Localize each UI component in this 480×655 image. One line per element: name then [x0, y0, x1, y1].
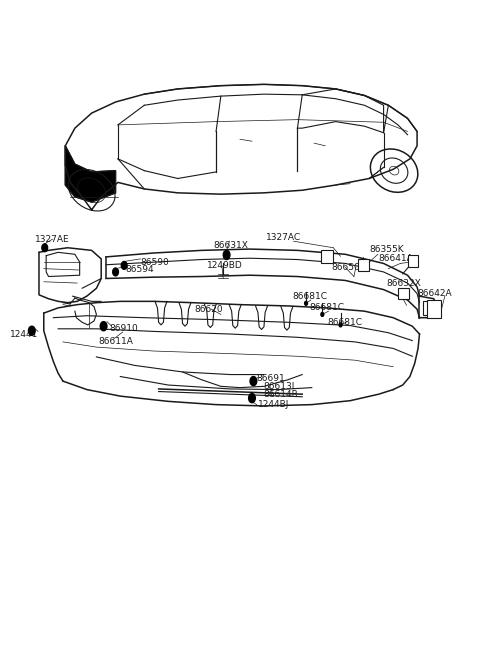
- Text: 1249BD: 1249BD: [206, 261, 242, 270]
- Text: 86632X: 86632X: [386, 278, 421, 288]
- Text: 86613L: 86613L: [263, 382, 297, 391]
- Circle shape: [249, 394, 255, 403]
- Text: 86642A: 86642A: [417, 289, 452, 298]
- Circle shape: [223, 250, 230, 259]
- Bar: [423, 301, 435, 315]
- Circle shape: [113, 268, 119, 276]
- Circle shape: [321, 312, 324, 316]
- Text: 86611A: 86611A: [99, 337, 134, 346]
- Text: 86641A: 86641A: [379, 254, 414, 263]
- Bar: [321, 250, 333, 263]
- Bar: [398, 288, 409, 299]
- Text: 86590: 86590: [141, 257, 169, 267]
- Circle shape: [305, 301, 308, 305]
- Circle shape: [42, 244, 48, 252]
- Bar: [408, 255, 418, 267]
- Text: 86631X: 86631X: [214, 241, 249, 250]
- Circle shape: [100, 322, 107, 331]
- Text: 86681C: 86681C: [327, 318, 362, 327]
- Circle shape: [28, 326, 35, 335]
- Text: 86620: 86620: [194, 305, 223, 314]
- Text: 1244BJ: 1244BJ: [258, 400, 289, 409]
- Text: 86681C: 86681C: [310, 303, 344, 312]
- Circle shape: [339, 323, 342, 327]
- Text: 86594: 86594: [125, 265, 154, 274]
- Text: 86681C: 86681C: [293, 291, 328, 301]
- Bar: [427, 300, 442, 318]
- Bar: [358, 259, 369, 271]
- Text: 1327AE: 1327AE: [35, 234, 70, 244]
- Polygon shape: [65, 146, 116, 202]
- Text: 86691: 86691: [257, 374, 286, 383]
- Circle shape: [250, 377, 257, 386]
- Text: 86650F: 86650F: [331, 263, 365, 272]
- Text: 86910: 86910: [110, 324, 139, 333]
- Text: 86614R: 86614R: [263, 390, 298, 399]
- Circle shape: [121, 261, 127, 269]
- Text: 86355K: 86355K: [369, 244, 404, 253]
- Text: 1327AC: 1327AC: [266, 233, 301, 242]
- Text: 12441: 12441: [10, 329, 39, 339]
